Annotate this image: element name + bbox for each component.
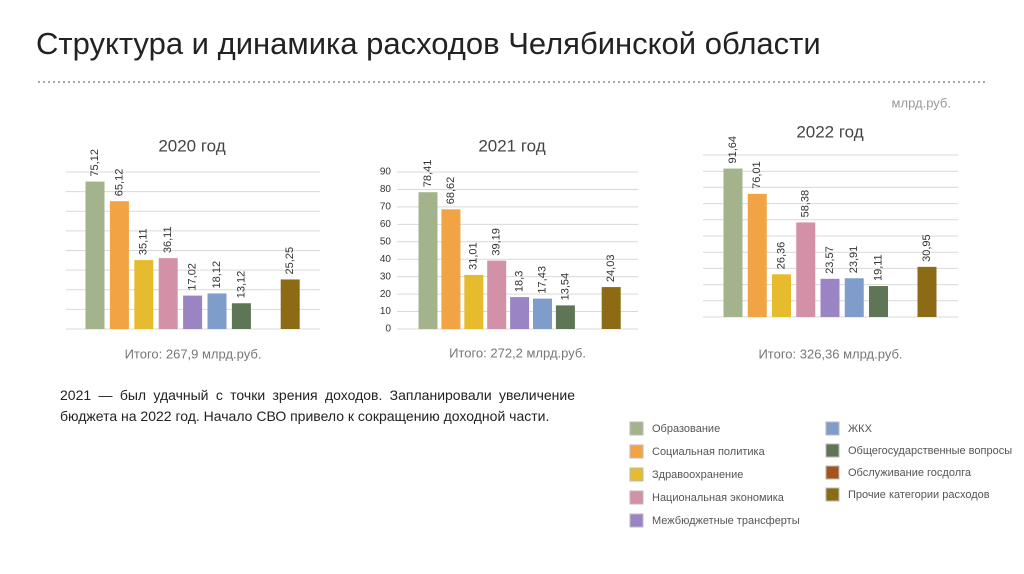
bar	[796, 222, 816, 317]
bar	[183, 295, 203, 329]
bar	[555, 305, 575, 329]
value-label: 35,11	[138, 228, 150, 255]
legend-swatch	[825, 487, 840, 502]
value-label: 78,41	[422, 160, 434, 188]
bar	[820, 278, 840, 317]
legend-label: Образование	[652, 423, 720, 435]
y-tick-label: 90	[380, 167, 392, 178]
bar	[487, 260, 507, 329]
chart-title: 2021 год	[478, 136, 545, 155]
legend-label: ЖКХ	[848, 423, 873, 435]
legend-swatch	[629, 513, 644, 528]
value-label: 19,11	[872, 254, 884, 281]
total-label: Итого: 326,36 млрд.руб.	[758, 346, 902, 361]
bar	[510, 297, 530, 329]
y-tick-label: 20	[380, 289, 392, 300]
bar	[917, 266, 937, 317]
bar	[772, 274, 791, 317]
value-label: 91,64	[727, 136, 739, 164]
legend-swatch	[629, 467, 644, 482]
bar	[441, 209, 461, 329]
legend-swatch	[825, 421, 840, 436]
y-tick-label: 40	[380, 254, 392, 265]
value-label: 65,12	[113, 169, 125, 197]
y-tick-label: 0	[385, 324, 391, 335]
bar	[723, 168, 743, 317]
bar	[109, 201, 129, 329]
unit-label: млрд.руб.	[892, 95, 951, 110]
legend-label: Прочие категории расходов	[848, 489, 990, 501]
value-label: 31,01	[468, 242, 480, 270]
legend-label: Национальная экономика	[652, 492, 785, 504]
value-label: 18,3	[514, 271, 526, 292]
bar	[601, 287, 621, 329]
legend-label: Обслуживание госдолга	[848, 467, 972, 479]
value-label: 25,25	[284, 247, 296, 275]
value-label: 26,36	[775, 242, 787, 270]
paragraph: 2021 — был удачный с точки зрения доходо…	[60, 387, 575, 424]
value-label: 58,38	[800, 190, 812, 218]
legend-label: Социальная политика	[652, 446, 766, 458]
value-label: 18,12	[211, 261, 223, 289]
y-tick-label: 70	[380, 202, 392, 213]
value-label: 39,19	[491, 228, 503, 256]
legend-swatch	[825, 443, 840, 458]
value-label: 17,43	[536, 266, 548, 294]
bar	[85, 181, 105, 329]
y-tick-label: 60	[380, 219, 392, 230]
bar	[533, 298, 552, 329]
value-label: 17,02	[187, 263, 199, 291]
value-label: 68,62	[445, 177, 457, 205]
bar	[207, 293, 227, 329]
value-label: 23,57	[824, 246, 836, 274]
legend-swatch	[629, 421, 644, 436]
bar	[158, 258, 178, 329]
legend-swatch	[629, 444, 644, 459]
value-label: 36,11	[162, 226, 174, 253]
legend-label: Общегосударственные вопросы	[848, 445, 1012, 457]
value-label: 24,03	[605, 255, 617, 283]
y-tick-label: 50	[380, 236, 392, 247]
bar	[747, 193, 767, 317]
value-label: 30,95	[921, 234, 933, 262]
chart-title: 2020 год	[158, 136, 225, 155]
bar	[280, 279, 300, 329]
value-label: 76,01	[751, 161, 763, 189]
value-label: 23,91	[848, 246, 860, 274]
bar	[844, 278, 864, 317]
chart-title: 2022 год	[796, 122, 863, 141]
bar	[134, 260, 154, 329]
value-label: 13,12	[235, 271, 247, 299]
bar	[869, 286, 888, 317]
legend-label: Здравоохранение	[652, 469, 743, 481]
y-tick-label: 30	[380, 271, 392, 282]
y-tick-label: 80	[380, 184, 392, 195]
y-tick-label: 10	[380, 306, 392, 317]
legend-swatch	[629, 490, 644, 505]
legend-label: Межбюджетные трансферты	[652, 515, 800, 527]
total-label: Итого: 272,2 млрд.руб.	[449, 345, 586, 360]
value-label: 13,54	[559, 273, 571, 301]
legend-swatch	[825, 465, 840, 480]
bar	[464, 274, 484, 329]
slide-title: Структура и динамика расходов Челябинско…	[36, 26, 821, 61]
bar	[418, 192, 438, 329]
bar	[231, 303, 251, 329]
value-label: 75,12	[89, 149, 101, 177]
total-label: Итого: 267,9 млрд.руб.	[125, 346, 262, 361]
